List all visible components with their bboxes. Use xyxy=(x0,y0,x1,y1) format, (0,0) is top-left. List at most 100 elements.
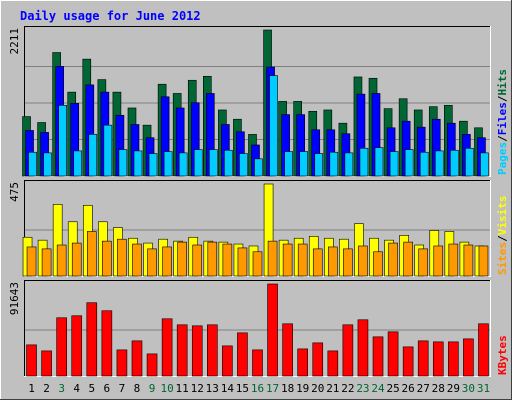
bar-kbytes-day-14 xyxy=(222,345,233,377)
bar-sites-day-7 xyxy=(117,238,127,277)
bar-sites-day-8 xyxy=(132,243,142,277)
bar-sites-day-19 xyxy=(297,243,308,277)
x-tick-label-28: 28 xyxy=(432,382,445,395)
bar-pages-day-29 xyxy=(450,149,459,177)
bar-kbytes-day-13 xyxy=(207,324,218,377)
bar-sites-day-6 xyxy=(102,240,112,277)
x-tick-label-23: 23 xyxy=(356,382,369,395)
bar-kbytes-day-5 xyxy=(86,302,98,377)
bar-kbytes-day-27 xyxy=(417,340,429,377)
panel-kbytes: 91643 KBytes xyxy=(8,280,509,377)
bar-kbytes-day-15 xyxy=(237,332,248,377)
bar-pages-day-23 xyxy=(359,147,369,177)
chart-panels: 2211Pages/Files/Hits475Sites/Visits91643… xyxy=(8,26,509,377)
bar-pages-day-17 xyxy=(269,75,278,177)
x-tick-label-11: 11 xyxy=(176,382,189,395)
bar-sites-day-14 xyxy=(222,243,233,277)
bar-pages-day-3 xyxy=(58,105,67,177)
bar-kbytes-day-16 xyxy=(252,349,263,377)
bar-sites-day-30 xyxy=(463,244,474,277)
bar-sites-day-21 xyxy=(328,246,338,277)
x-tick-label-5: 5 xyxy=(88,382,95,395)
bar-kbytes-day-29 xyxy=(448,341,459,377)
bar-sites-day-24 xyxy=(373,251,383,277)
x-tick-label-6: 6 xyxy=(104,382,111,395)
x-tick-label-18: 18 xyxy=(281,382,294,395)
bar-sites-day-15 xyxy=(237,247,248,277)
bar-kbytes-day-18 xyxy=(282,323,293,377)
bar-pages-day-21 xyxy=(329,151,339,177)
bar-kbytes-day-23 xyxy=(357,319,369,377)
right-label-part: / xyxy=(496,135,509,142)
x-tick-label-29: 29 xyxy=(447,382,460,395)
bar-kbytes-day-8 xyxy=(131,340,143,377)
x-tick-label-14: 14 xyxy=(221,382,235,395)
bar-pages-day-6 xyxy=(103,124,113,177)
bar-sites-day-4 xyxy=(71,242,82,277)
right-label-part: Sites xyxy=(496,242,509,275)
bar-pages-day-4 xyxy=(73,150,83,177)
x-tick-label-30: 30 xyxy=(462,382,475,395)
right-label-part: / xyxy=(496,95,509,102)
right-label-part: Visits xyxy=(496,196,509,236)
x-tick-label-24: 24 xyxy=(371,382,385,395)
right-label-part: Hits xyxy=(496,69,509,96)
bar-pages-day-20 xyxy=(314,153,324,177)
x-tick-label-9: 9 xyxy=(149,382,156,395)
bar-pages-day-26 xyxy=(404,149,414,177)
bar-pages-day-1 xyxy=(28,151,37,177)
x-tick-label-13: 13 xyxy=(206,382,219,395)
bar-sites-day-17 xyxy=(267,240,278,277)
bar-pages-day-14 xyxy=(224,149,233,177)
x-tick-label-20: 20 xyxy=(311,382,324,395)
x-tick-label-16: 16 xyxy=(251,382,264,395)
x-tick-label-1: 1 xyxy=(28,382,35,395)
x-tick-label-26: 26 xyxy=(402,382,415,395)
bar-sites-day-29 xyxy=(448,243,459,277)
right-series-labels: Sites/Visits xyxy=(496,196,509,276)
bar-sites-day-22 xyxy=(343,248,353,277)
bar-kbytes-day-1 xyxy=(26,344,37,377)
bar-pages-day-22 xyxy=(344,152,354,177)
bar-kbytes-day-30 xyxy=(463,338,474,377)
bar-pages-day-9 xyxy=(148,153,158,177)
bar-kbytes-day-7 xyxy=(116,349,128,377)
bar-sites-day-11 xyxy=(177,241,187,277)
bar-sites-day-10 xyxy=(162,246,172,277)
x-tick-label-7: 7 xyxy=(119,382,126,395)
bar-sites-day-3 xyxy=(56,244,67,277)
bar-sites-day-26 xyxy=(403,241,413,277)
x-axis-ticks: 1 2 3 4 5 6 7 8 9 10 11 12 13 14 15 16 17 18 19 20 21 22 23 24 2… xyxy=(28,382,490,395)
bar-pages-day-13 xyxy=(209,149,218,177)
right-label-part: / xyxy=(496,235,509,242)
right-label-part: KBytes xyxy=(496,335,509,375)
bar-sites-day-31 xyxy=(478,245,489,277)
chart-title: Daily usage for June 2012 xyxy=(20,9,201,23)
bar-pages-day-25 xyxy=(389,151,399,177)
x-tick-label-15: 15 xyxy=(236,382,249,395)
bar-kbytes-day-19 xyxy=(297,348,308,377)
bar-pages-day-8 xyxy=(133,150,143,177)
bar-kbytes-day-10 xyxy=(161,318,173,377)
bar-sites-day-25 xyxy=(388,242,398,277)
bar-sites-day-2 xyxy=(41,248,52,277)
bar-kbytes-day-31 xyxy=(478,323,489,377)
x-tick-label-27: 27 xyxy=(417,382,430,395)
right-series-labels: Pages/Files/Hits xyxy=(496,69,509,175)
bar-sites-day-1 xyxy=(26,246,37,277)
bar-pages-day-19 xyxy=(299,151,308,177)
x-tick-label-19: 19 xyxy=(296,382,309,395)
bar-kbytes-day-3 xyxy=(56,317,67,377)
bar-kbytes-day-17 xyxy=(267,283,278,377)
x-tick-label-21: 21 xyxy=(326,382,339,395)
bar-sites-day-13 xyxy=(207,241,218,277)
bar-pages-day-24 xyxy=(374,147,384,177)
bar-pages-day-15 xyxy=(239,153,248,177)
bar-kbytes-day-4 xyxy=(71,315,83,377)
bar-sites-day-20 xyxy=(312,248,323,277)
bar-kbytes-day-25 xyxy=(387,331,399,377)
bar-sites-day-16 xyxy=(252,251,263,277)
x-tick-label-4: 4 xyxy=(73,382,80,395)
